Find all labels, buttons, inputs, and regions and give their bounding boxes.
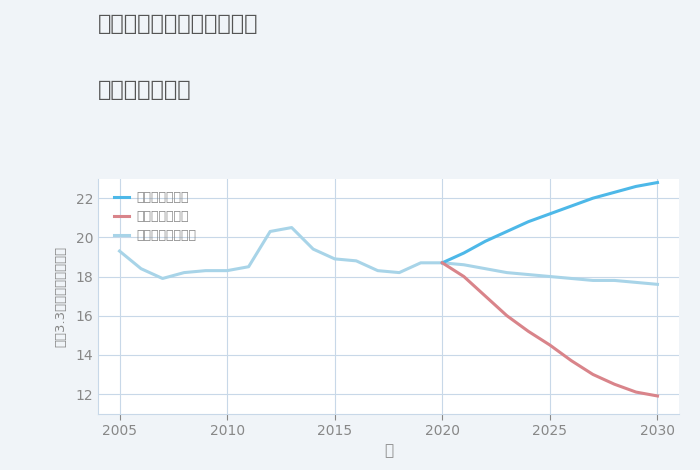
X-axis label: 年: 年: [384, 444, 393, 459]
Text: 埼玉県本庄市児玉町金屋の: 埼玉県本庄市児玉町金屋の: [98, 14, 258, 34]
Legend: グッドシナリオ, バッドシナリオ, ノーマルシナリオ: グッドシナリオ, バッドシナリオ, ノーマルシナリオ: [110, 187, 200, 246]
Y-axis label: 坪（3.3㎡）単価（万円）: 坪（3.3㎡）単価（万円）: [54, 245, 67, 347]
Text: 土地の価格推移: 土地の価格推移: [98, 80, 192, 100]
